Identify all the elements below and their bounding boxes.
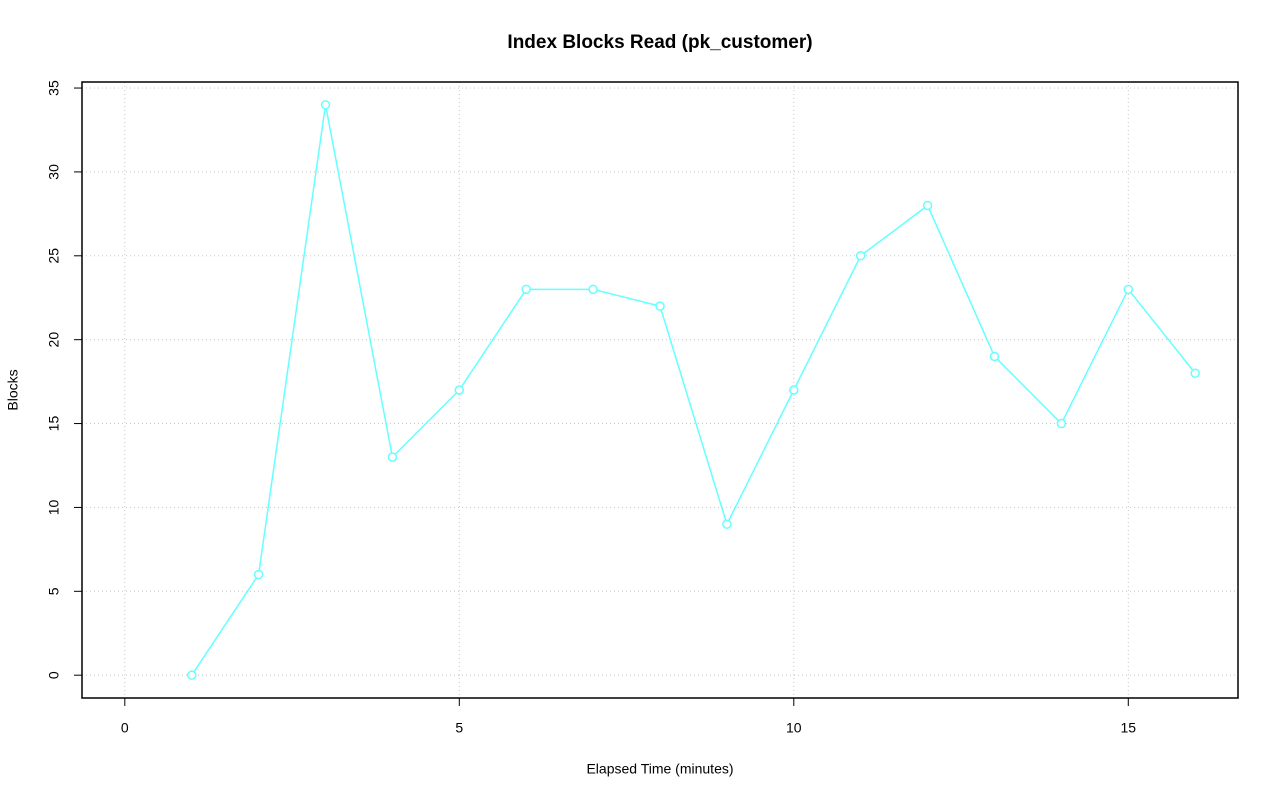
y-tick-label: 5 — [46, 587, 62, 595]
data-point — [387, 452, 398, 462]
x-tick-label: 10 — [786, 720, 802, 736]
y-tick-label: 20 — [46, 332, 62, 348]
data-point — [1056, 418, 1067, 429]
data-line — [191, 104, 1196, 676]
data-point — [989, 351, 1000, 362]
y-tick-label: 30 — [46, 164, 62, 180]
data-point — [1190, 368, 1200, 378]
data-point — [722, 519, 732, 529]
data-point — [521, 284, 531, 295]
y-axis-label: Blocks — [5, 369, 21, 410]
x-tick-label: 15 — [1120, 720, 1136, 736]
data-point — [588, 284, 598, 295]
data-point — [655, 301, 665, 311]
data-point — [253, 569, 264, 580]
plot-frame — [81, 81, 1239, 699]
y-tick-label: 10 — [46, 499, 62, 515]
y-tick-label: 15 — [46, 416, 62, 432]
data-point — [320, 100, 331, 110]
x-tick-label: 0 — [121, 720, 129, 736]
y-tick-label: 0 — [46, 671, 62, 679]
y-tick-label: 25 — [46, 248, 62, 264]
chart-title: Index Blocks Read (pk_customer) — [507, 32, 812, 53]
data-point — [855, 251, 866, 261]
y-tick-label: 35 — [46, 80, 62, 96]
data-point — [186, 670, 197, 680]
data-point — [922, 200, 933, 211]
data-point — [454, 385, 465, 395]
data-point — [1123, 284, 1134, 295]
x-axis-label: Elapsed Time (minutes) — [586, 761, 733, 777]
data-point — [789, 385, 799, 395]
x-tick-label: 5 — [455, 720, 463, 736]
